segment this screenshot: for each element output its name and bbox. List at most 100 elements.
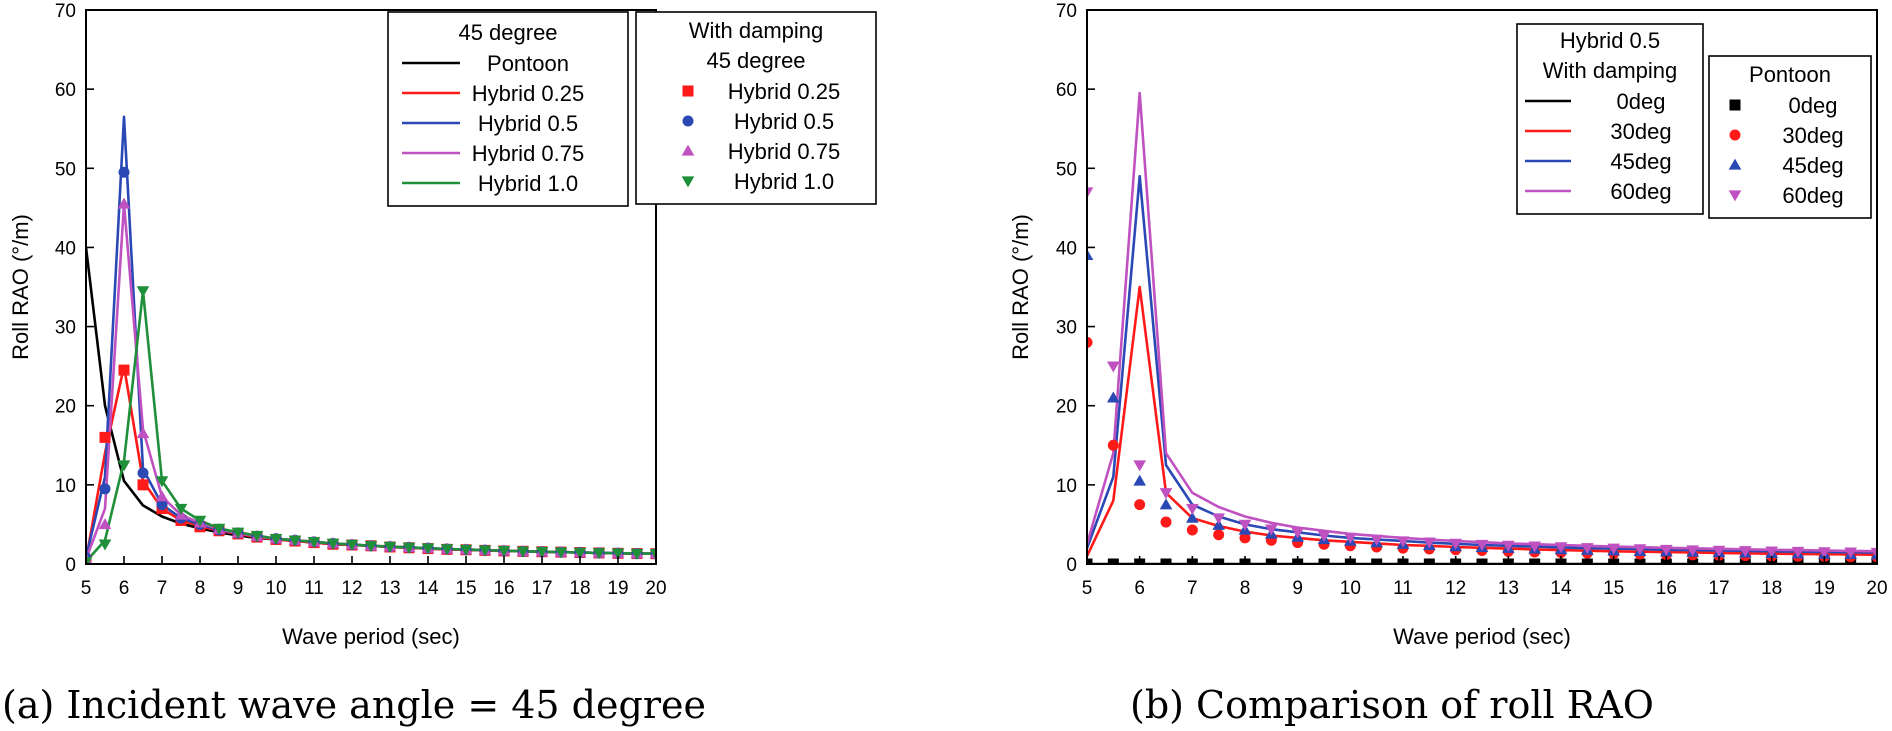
data-point xyxy=(1238,519,1252,531)
x-tick-label: 12 xyxy=(341,578,362,599)
y-tick-label: 60 xyxy=(1056,80,1077,101)
series-line-1 xyxy=(1087,285,1877,557)
data-point xyxy=(1844,547,1857,559)
data-point xyxy=(1554,542,1568,554)
data-point xyxy=(649,549,656,561)
x-tick-label: 9 xyxy=(1292,578,1303,599)
x-tick-label: 10 xyxy=(1340,578,1361,599)
data-point xyxy=(592,548,606,560)
data-point xyxy=(1212,513,1225,525)
data-point xyxy=(212,523,226,535)
data-point xyxy=(1686,545,1699,557)
y-tick-label: 70 xyxy=(55,1,76,22)
data-point xyxy=(86,556,93,564)
x-tick-label: 15 xyxy=(455,578,476,599)
legend-label: Hybrid 0.25 xyxy=(472,81,585,106)
data-point xyxy=(1291,527,1304,539)
data-point xyxy=(516,546,530,558)
data-point xyxy=(1159,488,1173,500)
x-tick-label: 18 xyxy=(569,578,590,599)
series-line-1 xyxy=(86,364,656,561)
data-point xyxy=(402,542,416,554)
data-point xyxy=(440,544,454,556)
x-tick-label: 19 xyxy=(607,578,628,599)
y-tick-label: 0 xyxy=(65,555,76,576)
series-line-2 xyxy=(1087,174,1877,554)
data-point xyxy=(137,467,149,479)
legend-1: 45 degree Pontoon Hybrid 0.25 Hybrid 0.5 Hyb… xyxy=(387,11,629,207)
data-point xyxy=(288,535,302,547)
data-point xyxy=(1107,439,1119,451)
data-point xyxy=(118,166,130,178)
data-point xyxy=(1133,474,1146,486)
legend-title: 45 degree xyxy=(458,20,557,45)
data-point xyxy=(118,364,130,376)
data-point xyxy=(137,479,149,491)
data-point xyxy=(1087,187,1094,199)
y-tick-label: 20 xyxy=(55,397,76,418)
legend-label: 0deg xyxy=(1617,89,1666,114)
legend-title: With damping xyxy=(1543,58,1678,83)
x-tick-label: 8 xyxy=(195,578,206,599)
legend-2: With damping 45 degree Hybrid 0.25 Hybrid 0… xyxy=(635,11,877,205)
data-point xyxy=(1318,558,1330,564)
data-point xyxy=(1739,546,1752,558)
data-point xyxy=(1317,530,1331,542)
data-point xyxy=(1186,511,1199,523)
x-tick-label: 17 xyxy=(1708,578,1729,599)
x-axis-label: Wave period (sec) xyxy=(282,624,460,649)
x-tick-label: 13 xyxy=(379,578,400,599)
legend-label: Pontoon xyxy=(487,51,569,76)
legend-box xyxy=(387,11,629,207)
x-tick-label: 14 xyxy=(1550,578,1572,599)
data-point xyxy=(1476,558,1488,564)
data-point xyxy=(99,483,111,495)
data-point xyxy=(1870,547,1877,559)
data-point xyxy=(611,548,625,560)
data-point xyxy=(1265,524,1278,536)
legend-label: Hybrid 0.25 xyxy=(728,79,841,104)
data-point xyxy=(1134,499,1146,511)
data-point xyxy=(1687,558,1699,564)
legend-2: Pontoon 0deg 30deg 45deg 60deg xyxy=(1708,55,1872,219)
x-tick-label: 19 xyxy=(1814,578,1835,599)
data-point xyxy=(1107,361,1120,373)
x-tick-label: 16 xyxy=(493,578,514,599)
x-tick-label: 18 xyxy=(1761,578,1782,599)
legend-label: Hybrid 1.0 xyxy=(478,171,578,196)
data-point xyxy=(1087,558,1093,564)
x-tick-label: 20 xyxy=(645,578,666,599)
data-point xyxy=(1186,524,1198,536)
y-tick-label: 10 xyxy=(55,476,76,497)
y-tick-label: 60 xyxy=(55,80,76,101)
data-point xyxy=(136,286,150,298)
data-point xyxy=(1529,558,1541,564)
data-point xyxy=(155,490,169,502)
legend-label: 45deg xyxy=(1782,153,1843,178)
legend-swatch xyxy=(682,85,694,97)
data-point xyxy=(1087,336,1093,348)
legend-swatch xyxy=(1729,99,1741,111)
legend-label: 60deg xyxy=(1610,179,1671,204)
y-tick-label: 30 xyxy=(1056,318,1077,339)
data-point xyxy=(1528,541,1541,553)
data-point xyxy=(630,548,644,560)
series-line-0 xyxy=(86,247,656,555)
data-point xyxy=(1371,558,1383,564)
legend-label: Hybrid 0.75 xyxy=(728,139,841,164)
legend-title: With damping xyxy=(689,18,824,43)
y-axis-label: Roll RAO (°/m) xyxy=(8,214,33,360)
data-point xyxy=(554,547,568,559)
data-point xyxy=(1107,391,1120,403)
data-point xyxy=(1186,503,1199,515)
data-point xyxy=(1133,460,1146,472)
data-point xyxy=(1213,529,1225,541)
legend-swatch xyxy=(1728,190,1742,202)
data-point xyxy=(497,546,511,558)
y-tick-label: 50 xyxy=(55,159,76,180)
data-point xyxy=(98,539,112,551)
data-point xyxy=(1607,543,1620,555)
data-point xyxy=(345,539,359,551)
y-tick-label: 30 xyxy=(55,318,76,339)
data-point xyxy=(459,544,473,556)
